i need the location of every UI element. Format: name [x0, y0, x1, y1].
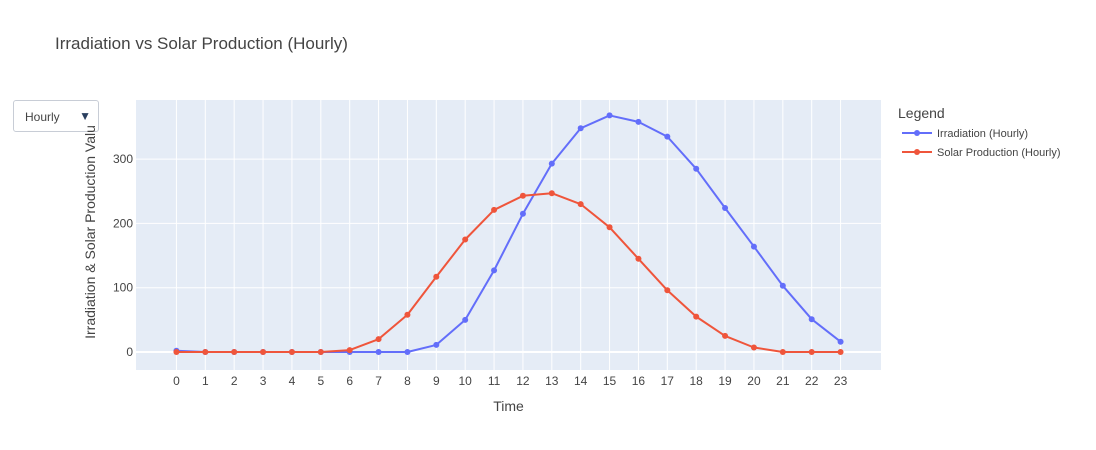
data-point-irradiation[interactable]: [548, 160, 555, 167]
data-point-solar-production[interactable]: [491, 206, 498, 213]
data-point-solar-production[interactable]: [404, 311, 411, 318]
legend-title: Legend: [898, 105, 945, 121]
data-point-solar-production[interactable]: [548, 190, 555, 197]
data-point-irradiation[interactable]: [375, 349, 382, 355]
data-point-irradiation[interactable]: [635, 118, 642, 125]
data-point-solar-production[interactable]: [346, 347, 353, 354]
data-point-irradiation[interactable]: [519, 210, 526, 217]
x-tick-label: 21: [776, 374, 790, 388]
grid-lines: [136, 100, 881, 370]
x-tick-label: 16: [632, 374, 646, 388]
y-tick-label: 300: [113, 152, 133, 166]
chart-title: Irradiation vs Solar Production (Hourly): [55, 34, 348, 53]
data-point-irradiation[interactable]: [722, 205, 729, 211]
data-point-solar-production[interactable]: [577, 201, 584, 208]
y-tick-label: 0: [126, 345, 133, 359]
legend-marker-solar-production: [914, 149, 920, 155]
x-tick-label: 12: [516, 374, 530, 388]
x-tick-label: 22: [805, 374, 819, 388]
y-tick-label: 100: [113, 281, 133, 295]
legend-item-irradiation[interactable]: Irradiation (Hourly): [902, 128, 1028, 140]
legend-label-solar-production: Solar Production (Hourly): [937, 147, 1061, 159]
data-point-solar-production[interactable]: [664, 287, 671, 294]
data-point-irradiation[interactable]: [577, 125, 584, 132]
x-tick-label: 5: [317, 374, 324, 388]
x-tick-label: 15: [603, 374, 617, 388]
x-tick-label: 11: [488, 374, 501, 388]
x-tick-label: 23: [834, 374, 848, 388]
data-point-irradiation[interactable]: [779, 282, 786, 289]
x-tick-label: 2: [231, 374, 238, 388]
plot-area: [136, 100, 881, 370]
x-tick-label: 17: [661, 374, 675, 388]
x-tick-label: 3: [260, 374, 267, 388]
x-tick-label: 19: [718, 374, 732, 388]
x-tick-label: 18: [690, 374, 704, 388]
x-tick-label: 1: [202, 374, 209, 388]
data-point-irradiation[interactable]: [808, 316, 815, 323]
data-point-irradiation[interactable]: [433, 341, 440, 348]
x-tick-label: 8: [404, 374, 411, 388]
data-point-solar-production[interactable]: [722, 332, 729, 339]
data-point-solar-production[interactable]: [462, 236, 469, 243]
x-tick-label: 0: [173, 374, 180, 388]
data-point-solar-production[interactable]: [375, 336, 382, 343]
series-line-solar-production: [176, 192, 841, 353]
x-axis-label: Time: [493, 398, 524, 414]
y-axis-label: Irradiation & Solar Production Valu: [82, 125, 98, 339]
x-tick-label: 7: [375, 374, 382, 388]
data-point-solar-production[interactable]: [750, 344, 757, 351]
data-point-solar-production[interactable]: [433, 273, 440, 280]
series-layer: [173, 112, 844, 355]
x-tick-label: 14: [574, 374, 588, 388]
x-tick-label: 6: [346, 374, 353, 388]
chevron-down-icon: ▼: [79, 109, 91, 123]
data-point-solar-production[interactable]: [231, 349, 238, 355]
data-point-solar-production[interactable]: [202, 349, 209, 355]
x-tick-label: 10: [459, 374, 473, 388]
x-axis-ticks: 0 1 2 3 4 5 6 7 8 9 10 11 12 13 14 15 16 17 18 19 20 21 22 23: [173, 374, 847, 388]
data-point-irradiation[interactable]: [664, 133, 671, 140]
data-point-solar-production[interactable]: [288, 349, 295, 355]
x-tick-label: 9: [433, 374, 440, 388]
x-tick-label: 13: [545, 374, 559, 388]
data-point-irradiation[interactable]: [462, 316, 469, 323]
data-point-solar-production[interactable]: [635, 255, 642, 262]
x-tick-label: 4: [289, 374, 296, 388]
data-point-solar-production[interactable]: [693, 313, 700, 320]
legend-marker-irradiation: [914, 130, 920, 136]
data-point-irradiation[interactable]: [606, 112, 613, 119]
data-point-solar-production[interactable]: [779, 349, 786, 355]
data-point-irradiation[interactable]: [491, 267, 498, 274]
y-axis-ticks: 0 100 200 300: [113, 152, 133, 359]
dropdown-selected-value: Hourly: [25, 110, 60, 124]
data-point-solar-production[interactable]: [837, 349, 844, 355]
data-point-irradiation[interactable]: [693, 165, 700, 172]
y-tick-label: 200: [113, 216, 133, 230]
legend-label-irradiation: Irradiation (Hourly): [937, 128, 1028, 140]
data-point-solar-production[interactable]: [606, 224, 613, 231]
legend: Legend Irradiation (Hourly) Solar Produc…: [898, 105, 1061, 159]
aggregation-dropdown[interactable]: Hourly ▼: [13, 100, 99, 132]
data-point-solar-production[interactable]: [808, 349, 815, 355]
data-point-irradiation[interactable]: [404, 349, 411, 355]
x-tick-label: 20: [747, 374, 761, 388]
data-point-solar-production[interactable]: [317, 349, 324, 355]
data-point-solar-production[interactable]: [519, 192, 526, 199]
data-point-irradiation[interactable]: [837, 338, 844, 345]
data-point-solar-production[interactable]: [260, 349, 267, 355]
data-point-solar-production[interactable]: [173, 349, 180, 355]
series-solar-production: [173, 190, 844, 355]
legend-item-solar-production[interactable]: Solar Production (Hourly): [902, 147, 1061, 159]
data-point-irradiation[interactable]: [750, 243, 757, 250]
